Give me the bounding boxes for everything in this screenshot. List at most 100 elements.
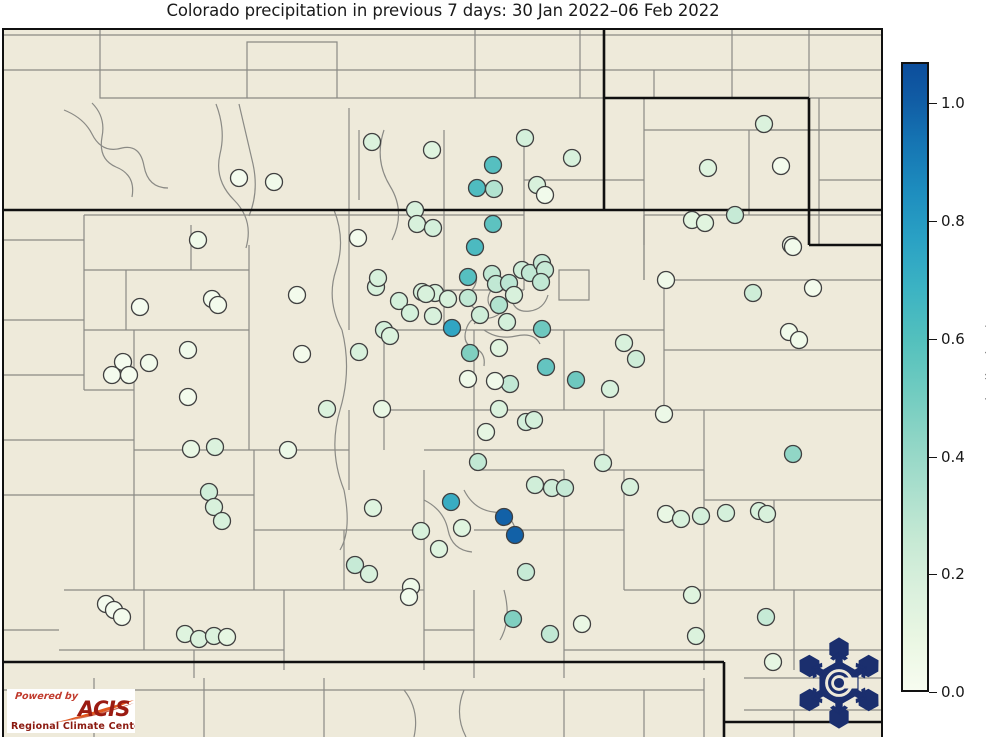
precip-point[interactable] [494, 507, 514, 527]
precip-point[interactable] [536, 357, 556, 377]
precip-point[interactable] [743, 283, 763, 303]
precip-point[interactable] [572, 614, 592, 634]
precip-point[interactable] [458, 267, 478, 287]
precip-point[interactable] [771, 156, 791, 176]
precip-point[interactable] [691, 506, 711, 526]
precip-point[interactable] [422, 140, 442, 160]
precip-point[interactable] [524, 410, 544, 430]
precip-point[interactable] [803, 278, 823, 298]
precip-point[interactable] [783, 237, 803, 257]
precip-point[interactable] [757, 504, 777, 524]
precip-point[interactable] [460, 343, 480, 363]
precip-point[interactable] [130, 297, 150, 317]
precip-point[interactable] [452, 518, 472, 538]
precip-point[interactable] [504, 285, 524, 305]
precip-point[interactable] [686, 626, 706, 646]
precip-point[interactable] [626, 349, 646, 369]
precip-point[interactable] [467, 178, 487, 198]
precip-point[interactable] [783, 444, 803, 464]
precip-point[interactable] [695, 213, 715, 233]
precip-point[interactable] [725, 205, 745, 225]
precip-point[interactable] [485, 371, 505, 391]
precip-point[interactable] [264, 172, 284, 192]
map-canvas[interactable] [2, 28, 883, 737]
precip-point[interactable] [566, 370, 586, 390]
precip-point[interactable] [620, 477, 640, 497]
precip-point[interactable] [489, 399, 509, 419]
precip-point[interactable] [682, 585, 702, 605]
precip-point[interactable] [292, 344, 312, 364]
precip-point[interactable] [476, 422, 496, 442]
precip-point[interactable] [372, 399, 392, 419]
precip-point[interactable] [368, 268, 388, 288]
precip-point[interactable] [654, 404, 674, 424]
precip-point[interactable] [489, 295, 509, 315]
precip-point[interactable] [763, 652, 783, 672]
precip-point[interactable] [349, 342, 369, 362]
precip-point[interactable] [287, 285, 307, 305]
precip-point[interactable] [483, 214, 503, 234]
precip-point[interactable] [562, 148, 582, 168]
precip-point[interactable] [119, 365, 139, 385]
precip-point[interactable] [754, 114, 774, 134]
precip-point[interactable] [555, 478, 575, 498]
precip-point[interactable] [429, 539, 449, 559]
precip-point[interactable] [278, 440, 298, 460]
precip-point[interactable] [423, 306, 443, 326]
precip-point[interactable] [362, 132, 382, 152]
precip-point[interactable] [178, 340, 198, 360]
precip-point[interactable] [458, 288, 478, 308]
precip-point[interactable] [470, 305, 490, 325]
precip-point[interactable] [181, 439, 201, 459]
precip-point[interactable] [489, 338, 509, 358]
precip-point[interactable] [399, 587, 419, 607]
precip-point[interactable] [716, 503, 736, 523]
precip-point[interactable] [756, 607, 776, 627]
precip-point[interactable] [438, 289, 458, 309]
colorado-climate-center-snowflake-icon[interactable]: C [793, 637, 885, 729]
precip-point[interactable] [468, 452, 488, 472]
precip-point[interactable] [345, 555, 365, 575]
precip-point[interactable] [497, 312, 517, 332]
precip-point[interactable] [600, 379, 620, 399]
precip-point[interactable] [212, 511, 232, 531]
precip-point[interactable] [458, 369, 478, 389]
precip-point[interactable] [516, 562, 536, 582]
precip-point[interactable] [515, 128, 535, 148]
precip-point[interactable] [363, 498, 383, 518]
precip-point[interactable] [112, 607, 132, 627]
precip-point[interactable] [484, 179, 504, 199]
precip-point[interactable] [540, 624, 560, 644]
precip-point[interactable] [535, 185, 555, 205]
precip-point[interactable] [407, 214, 427, 234]
precip-point[interactable] [411, 521, 431, 541]
precip-point[interactable] [656, 270, 676, 290]
precip-point[interactable] [204, 497, 224, 517]
precip-point[interactable] [348, 228, 368, 248]
precip-point[interactable] [423, 218, 443, 238]
precip-point[interactable] [525, 475, 545, 495]
precip-data-points[interactable] [96, 114, 823, 672]
precip-point[interactable] [671, 509, 691, 529]
precip-point[interactable] [229, 168, 249, 188]
precip-point[interactable] [317, 399, 337, 419]
precip-point[interactable] [205, 437, 225, 457]
precip-point[interactable] [441, 492, 461, 512]
precip-point[interactable] [217, 627, 237, 647]
precip-point[interactable] [698, 158, 718, 178]
precip-point[interactable] [139, 353, 159, 373]
precip-point[interactable] [178, 387, 198, 407]
acis-logo[interactable]: Powered by ACIS Regional Climate Centers [7, 689, 135, 733]
precip-point[interactable] [593, 453, 613, 473]
precip-point[interactable] [389, 291, 409, 311]
precip-point[interactable] [208, 295, 228, 315]
precip-point[interactable] [416, 284, 436, 304]
precip-point[interactable] [532, 319, 552, 339]
precip-point[interactable] [188, 230, 208, 250]
precip-point[interactable] [400, 303, 420, 323]
precip-point[interactable] [500, 374, 520, 394]
precip-point[interactable] [442, 318, 462, 338]
precip-point[interactable] [380, 326, 400, 346]
precip-point[interactable] [531, 272, 551, 292]
precip-point[interactable] [789, 330, 809, 350]
